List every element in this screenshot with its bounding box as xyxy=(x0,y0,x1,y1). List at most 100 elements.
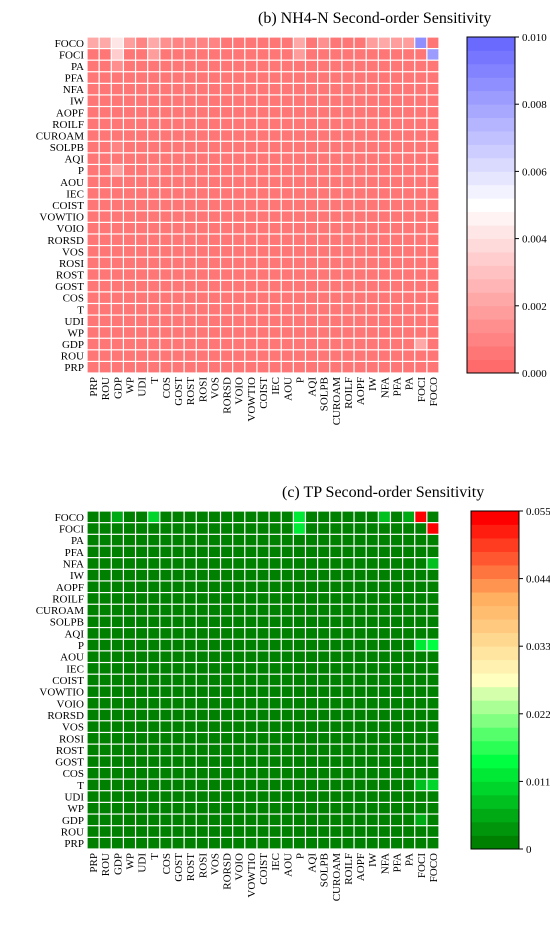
heatmap-cell xyxy=(403,49,415,60)
heatmap-cell xyxy=(172,280,184,292)
heatmap-cell xyxy=(354,826,366,837)
colorbar-tick-label: 0.000 xyxy=(522,368,547,380)
heatmap-cell xyxy=(99,802,111,814)
heatmap-cell xyxy=(366,651,378,662)
heatmap-cell xyxy=(184,118,196,130)
heatmap-cell xyxy=(196,83,208,95)
heatmap-cell xyxy=(366,733,378,744)
heatmap-cell xyxy=(391,165,402,176)
column-label: CUROAM xyxy=(331,853,343,902)
heatmap-cell xyxy=(233,211,245,222)
heatmap-cell xyxy=(257,837,269,849)
heatmap-cell xyxy=(184,721,196,732)
heatmap-cell xyxy=(99,130,111,141)
heatmap-cell xyxy=(111,569,123,581)
heatmap-cell xyxy=(318,83,330,95)
heatmap-cell xyxy=(318,130,330,141)
heatmap-cell xyxy=(281,616,293,627)
heatmap-cell xyxy=(427,628,439,639)
heatmap-cell xyxy=(366,95,378,106)
column-label: IEC xyxy=(270,853,282,871)
heatmap-cell xyxy=(306,768,318,779)
heatmap-cell xyxy=(366,721,378,732)
heatmap-cell xyxy=(391,558,402,569)
heatmap-cell xyxy=(99,698,111,709)
heatmap-cell xyxy=(342,546,354,558)
heatmap-cell xyxy=(391,362,402,373)
heatmap-cell xyxy=(257,141,269,153)
heatmap-cell xyxy=(427,188,439,199)
heatmap-cell xyxy=(184,709,196,721)
heatmap-cell xyxy=(378,639,390,651)
heatmap-cell xyxy=(366,756,378,767)
heatmap-cell xyxy=(196,837,208,849)
heatmap-cell xyxy=(354,733,366,744)
heatmap-cell xyxy=(330,779,342,791)
heatmap-cell xyxy=(415,604,427,616)
colorbar-band xyxy=(467,359,515,374)
heatmap-cell xyxy=(124,304,135,315)
heatmap-cell xyxy=(148,292,160,303)
heatmap-cell xyxy=(160,534,172,546)
heatmap-cells xyxy=(87,511,439,849)
heatmap-cell xyxy=(306,651,318,662)
heatmap-cell xyxy=(427,802,439,814)
heatmap-cell xyxy=(136,511,148,523)
heatmap-cell xyxy=(233,616,245,627)
heatmap-cell xyxy=(111,153,123,164)
heatmap-cell xyxy=(318,37,330,48)
heatmap-cell xyxy=(111,72,123,83)
heatmap-cell xyxy=(196,628,208,639)
heatmap-cell xyxy=(366,107,378,118)
heatmap-cell xyxy=(378,234,390,245)
heatmap-cell xyxy=(208,327,220,338)
heatmap-cell xyxy=(99,744,111,756)
heatmap-cell xyxy=(342,686,354,697)
heatmap-cell xyxy=(111,280,123,292)
heatmap-cell xyxy=(99,768,111,779)
column-label: ROU xyxy=(100,853,112,876)
heatmap-cell xyxy=(281,593,293,604)
heatmap-cell xyxy=(293,292,305,303)
heatmap-cell xyxy=(415,698,427,709)
heatmap-cell xyxy=(87,199,99,211)
heatmap-cell xyxy=(342,663,354,674)
heatmap-cell xyxy=(184,188,196,199)
heatmap-cell xyxy=(245,107,257,118)
heatmap-cell xyxy=(111,523,123,534)
heatmap-cell xyxy=(342,95,354,106)
heatmap-cell xyxy=(378,616,390,627)
heatmap-cell xyxy=(111,188,123,199)
heatmap-cell xyxy=(378,37,390,48)
heatmap-cell xyxy=(342,118,354,130)
heatmap-cell xyxy=(99,511,111,523)
heatmap-cell xyxy=(221,558,233,569)
heatmap-cell xyxy=(415,257,427,269)
heatmap-cell xyxy=(403,327,415,338)
heatmap-cell xyxy=(306,165,318,176)
heatmap-cell xyxy=(160,616,172,627)
row-label: IW xyxy=(70,570,85,582)
heatmap-cell xyxy=(427,37,439,48)
heatmap-cell xyxy=(354,756,366,767)
heatmap-cell xyxy=(148,616,160,627)
heatmap-cell xyxy=(306,234,318,245)
heatmap-cell xyxy=(342,511,354,523)
heatmap-cell xyxy=(184,604,196,616)
heatmap-cell xyxy=(233,141,245,153)
heatmap-cell xyxy=(233,639,245,651)
heatmap-cell xyxy=(293,153,305,164)
heatmap-cell xyxy=(221,199,233,211)
heatmap-cell xyxy=(342,130,354,141)
heatmap-cell xyxy=(281,304,293,315)
row-label: AOU xyxy=(60,652,84,664)
heatmap-cell xyxy=(427,523,439,534)
heatmap-cell xyxy=(366,744,378,756)
heatmap-cell xyxy=(415,222,427,234)
colorbar-band xyxy=(467,278,515,293)
heatmap-cell xyxy=(184,165,196,176)
heatmap-cell xyxy=(330,246,342,257)
heatmap-cell xyxy=(99,546,111,558)
heatmap-cell xyxy=(293,315,305,327)
heatmap-cell xyxy=(281,837,293,849)
